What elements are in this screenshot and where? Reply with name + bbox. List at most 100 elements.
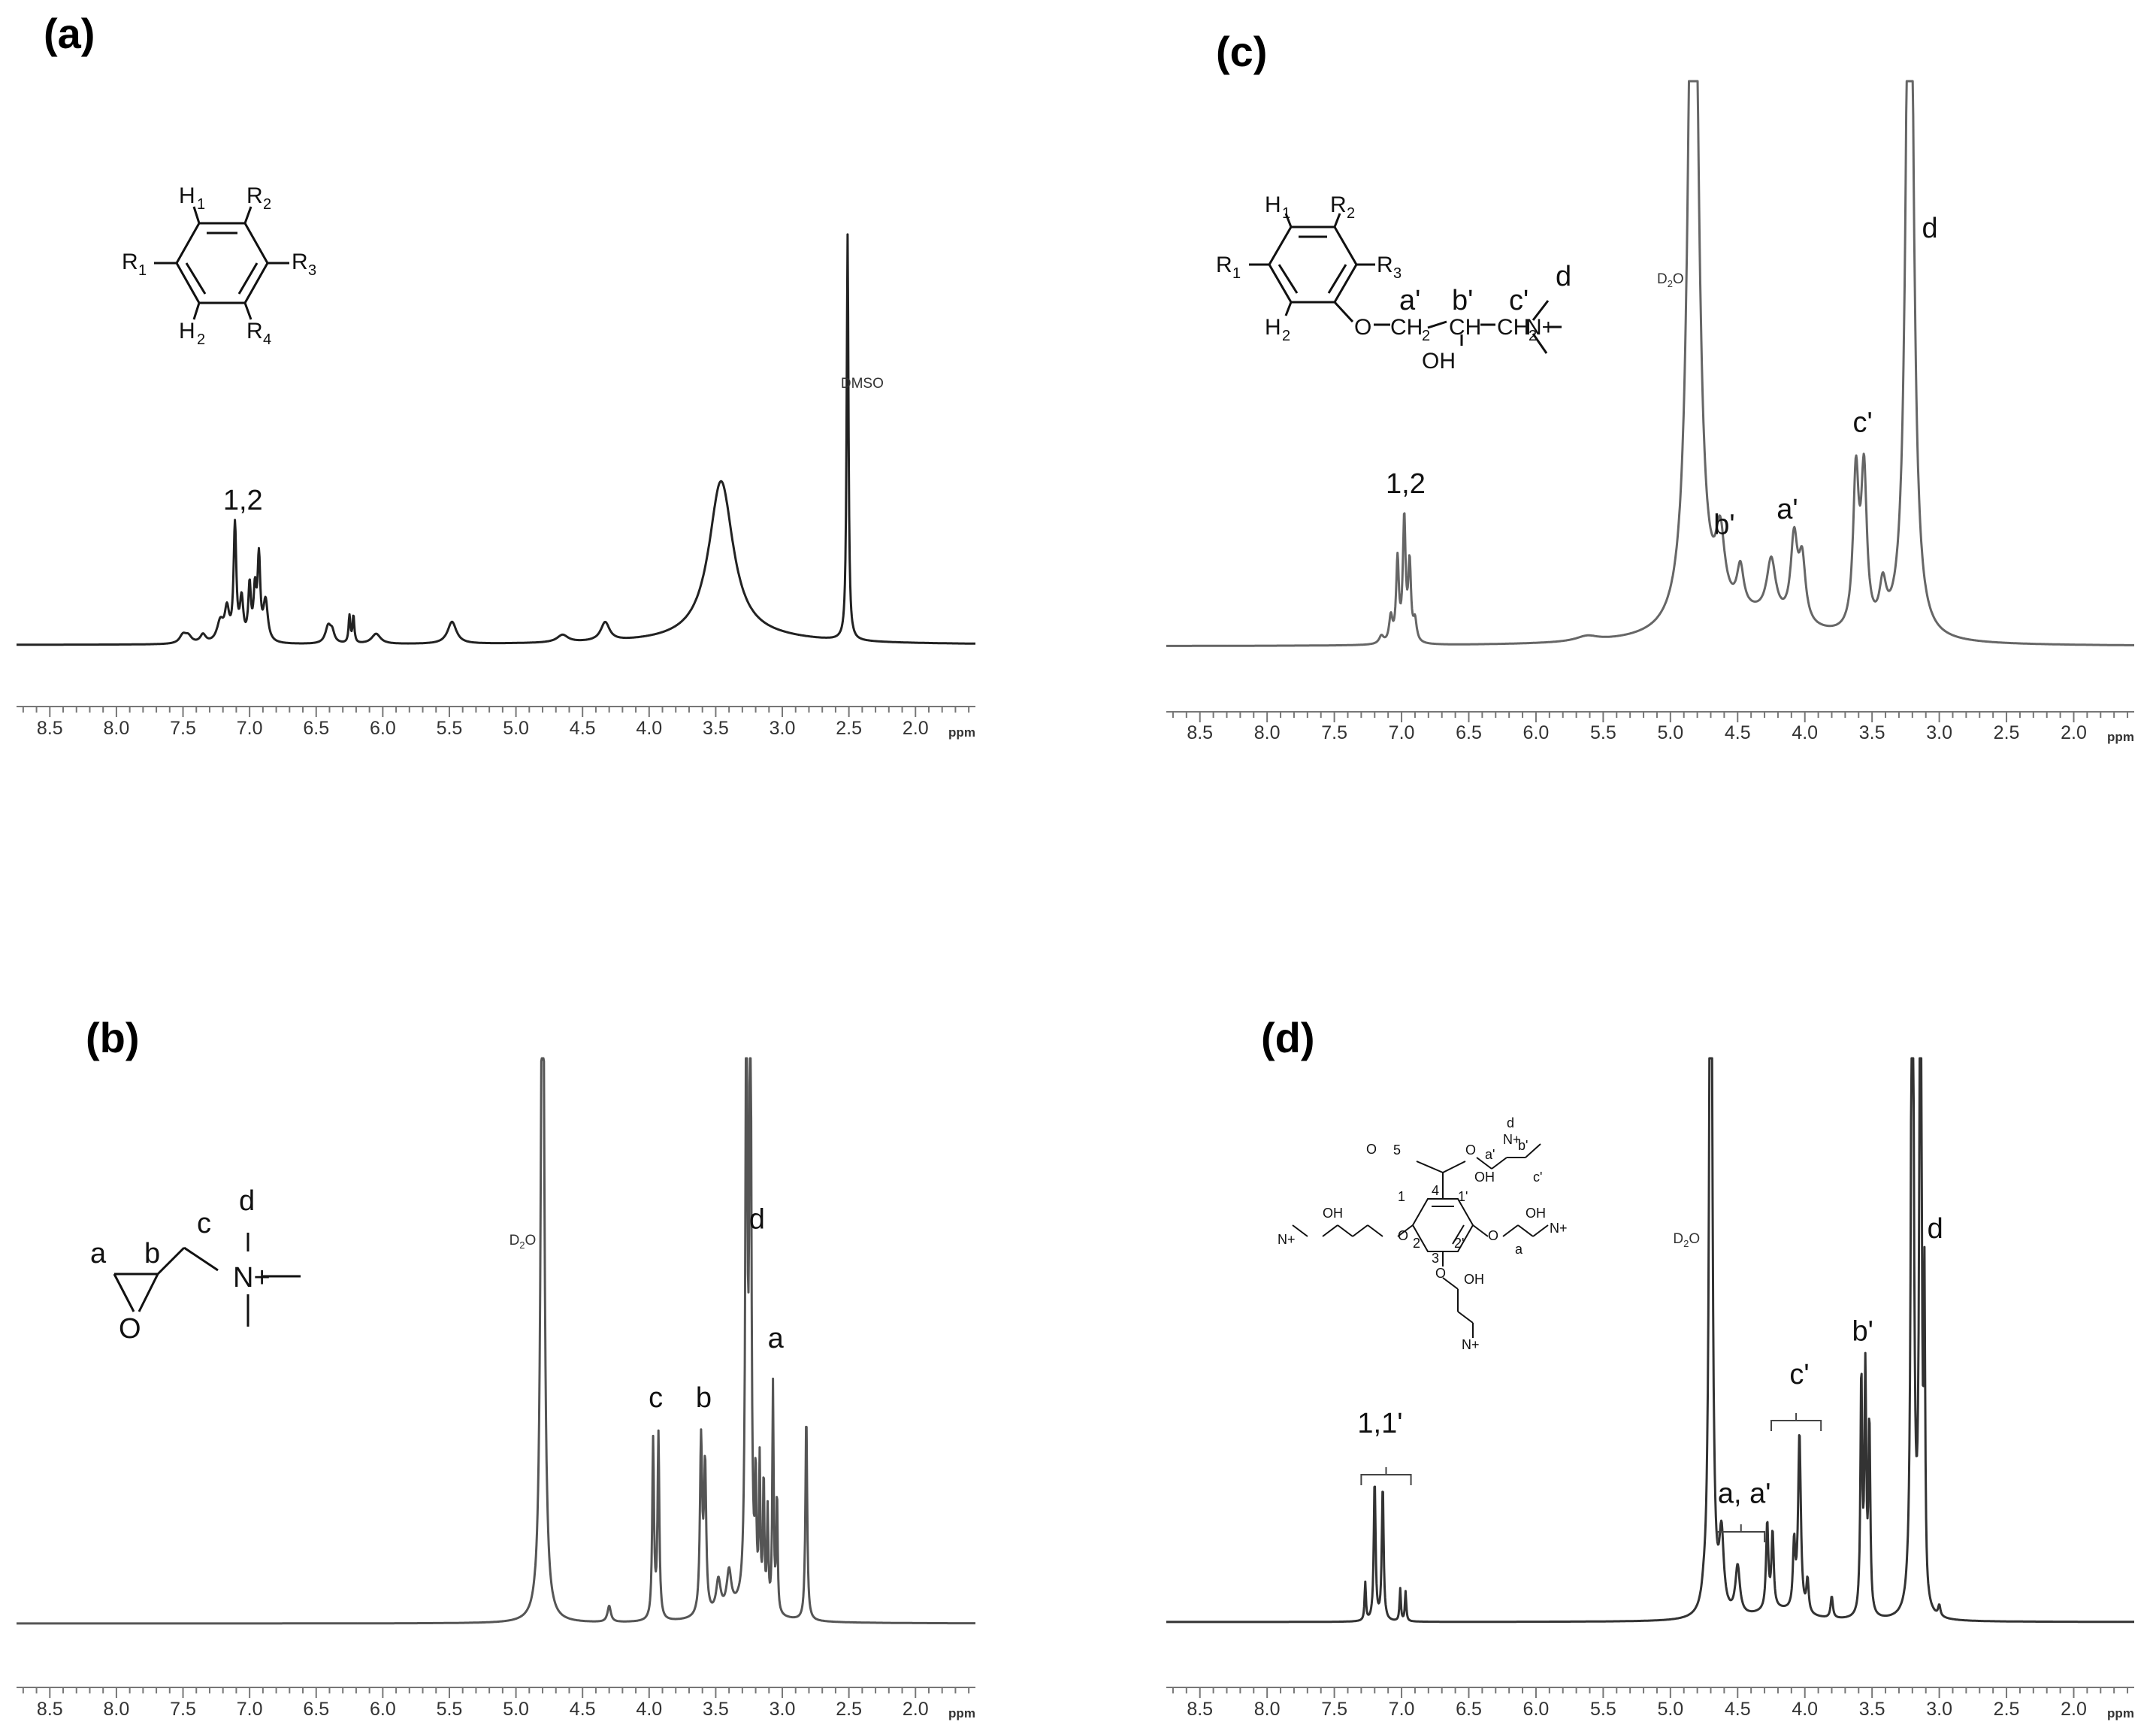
struct-d-d: d xyxy=(1507,1115,1514,1130)
structure-a: H 1 R 2 R 1 R 3 H 2 R 4 xyxy=(122,183,316,348)
structure-b: a b c d O N+ xyxy=(90,1185,301,1345)
spectrum-line xyxy=(1166,80,2135,647)
structure-c: H 1 R 2 R 1 R 3 H 2 O CH 2 CH CH 2 N+ OH… xyxy=(1216,192,1571,374)
struct-a-r3: R xyxy=(292,250,308,274)
spectrum-c: 8.5 8.0 7.5 7.0 6.5 6.0 5.5 5.0 4.5 4.0 3.5 3.0 2.5 2… xyxy=(1166,80,2135,744)
peak-label: a' xyxy=(1777,494,1798,525)
peak-label: d xyxy=(749,1203,765,1235)
axis-unit: ppm xyxy=(2107,1706,2134,1720)
struct-c-r3-sub: 3 xyxy=(1393,265,1402,282)
struct-a-r2: R xyxy=(246,183,263,208)
group-bracket xyxy=(1770,1413,1822,1431)
tick-label: 2.5 xyxy=(836,718,862,739)
tick-label: 7.0 xyxy=(1389,1699,1415,1720)
tick-label: 5.5 xyxy=(1590,1699,1616,1720)
panel-b: (b) 8.5 8.0 7.5 7.0 6.5 6.0 5.5 5.0 4.5 4.0 3.5 3.0… xyxy=(16,1014,976,1720)
tick-label: 7.5 xyxy=(1321,722,1347,743)
tick-label: 5.0 xyxy=(1657,1699,1683,1720)
panel-a-label: (a) xyxy=(44,10,95,57)
tick-label: 3.0 xyxy=(1926,1699,1952,1720)
struct-d-n5: 5 xyxy=(1393,1142,1401,1158)
tick-label: 4.5 xyxy=(570,1699,596,1720)
tick-label: 5.0 xyxy=(503,718,529,739)
tick-label: 6.5 xyxy=(303,1699,329,1720)
tick-label: 8.0 xyxy=(104,1699,130,1720)
struct-b-n: N+ xyxy=(233,1262,271,1294)
panel-b-label: (b) xyxy=(86,1014,140,1061)
panel-c-label: (c) xyxy=(1216,28,1267,75)
structure-d: O 5 O a' b' c' d N+ OH 4 1 1' 2 2' 3 O O… xyxy=(1278,1115,1568,1352)
peak-label: c' xyxy=(1789,1359,1809,1391)
peak-label: c xyxy=(649,1382,663,1414)
tick-label: 2.5 xyxy=(1994,1699,2020,1720)
spectrum-line xyxy=(16,233,976,646)
struct-c-r1-sub: 1 xyxy=(1232,265,1241,282)
struct-b-b: b xyxy=(144,1238,160,1270)
struct-a-r4-sub: 4 xyxy=(263,331,271,348)
tick-label: 7.5 xyxy=(170,1699,196,1720)
peak-label: b xyxy=(696,1382,712,1414)
struct-d-n-left: N+ xyxy=(1278,1232,1296,1247)
struct-d-oh-top: OH xyxy=(1474,1170,1495,1185)
peak-label: 1,2 xyxy=(223,485,263,516)
panel-c: (c) 8.5 8.0 7.5 7.0 6.5 6.0 5.5 5.0 4.5 4.0 3.5 3.0… xyxy=(1166,28,2135,744)
struct-d-oh-left: OH xyxy=(1323,1206,1343,1221)
panel-d-label: (d) xyxy=(1261,1014,1315,1061)
struct-c-o: O xyxy=(1354,315,1371,340)
struct-d-n2p: 2' xyxy=(1454,1236,1464,1251)
peak-label: 1,1' xyxy=(1357,1408,1402,1439)
struct-c-oh: OH xyxy=(1422,349,1456,374)
struct-c-c: c' xyxy=(1509,285,1529,316)
struct-d-n-top: N+ xyxy=(1503,1132,1521,1147)
struct-b-o: O xyxy=(119,1313,141,1345)
tick-label: 4.0 xyxy=(636,718,662,739)
tick-label: 3.5 xyxy=(703,718,729,739)
group-bracket xyxy=(1360,1467,1412,1485)
tick-label: 8.5 xyxy=(1187,722,1213,743)
struct-d-o-left: O xyxy=(1398,1228,1408,1243)
tick-label: 8.5 xyxy=(1187,1699,1213,1720)
struct-c-a: a' xyxy=(1399,285,1420,316)
tick-label: 6.5 xyxy=(1456,1699,1482,1720)
struct-c-d: d xyxy=(1556,261,1571,292)
struct-c-ch2-2-sub: 2 xyxy=(1529,328,1537,344)
struct-a-h1-sub: 1 xyxy=(197,196,205,213)
peak-label: 1,2 xyxy=(1386,468,1426,500)
struct-a-r4: R xyxy=(246,319,263,343)
struct-d-o-bottom: O xyxy=(1435,1266,1446,1281)
struct-d-n1: 1 xyxy=(1398,1189,1405,1204)
tick-label: 8.5 xyxy=(37,1699,63,1720)
struct-b-c: c xyxy=(197,1208,211,1239)
spectrum-b: 8.5 8.0 7.5 7.0 6.5 6.0 5.5 5.0 4.5 4.0 3.5 3.0 2.5 2… xyxy=(16,1057,976,1720)
peak-label: D2O xyxy=(1657,271,1684,289)
struct-a-h2: H xyxy=(179,319,195,343)
tick-label: 5.0 xyxy=(1657,722,1683,743)
struct-a-r1-sub: 1 xyxy=(138,262,147,279)
tick-label: 3.0 xyxy=(1926,722,1952,743)
struct-d-oh-bottom: OH xyxy=(1464,1272,1484,1287)
tick-label: 2.5 xyxy=(836,1699,862,1720)
struct-b-d: d xyxy=(239,1185,255,1217)
spectrum-a: 8.5 8.0 7.5 7.0 6.5 6.0 5.5 5.0 4.5 4.0 3.5 3.0 2.5 2… xyxy=(16,233,976,740)
peak-label: a, a' xyxy=(1718,1478,1771,1510)
struct-d-b: b' xyxy=(1518,1138,1528,1153)
group-bracket xyxy=(1716,1524,1766,1542)
struct-c-ch2-1: CH xyxy=(1390,315,1423,340)
tick-label: 5.5 xyxy=(1590,722,1616,743)
struct-d-c: c' xyxy=(1533,1170,1542,1185)
struct-c-r1: R xyxy=(1216,253,1232,277)
tick-label: 7.5 xyxy=(1321,1699,1347,1720)
tick-label: 6.5 xyxy=(303,718,329,739)
axis-unit: ppm xyxy=(2107,730,2134,744)
tick-label: 7.0 xyxy=(237,718,263,739)
tick-label: 2.0 xyxy=(903,1699,929,1720)
tick-label: 5.0 xyxy=(503,1699,529,1720)
tick-label: 4.0 xyxy=(1792,722,1818,743)
spectrum-line xyxy=(1166,1057,2135,1624)
struct-a-r3-sub: 3 xyxy=(308,262,316,279)
struct-a-h2-sub: 2 xyxy=(197,331,205,348)
tick-label: 2.0 xyxy=(2061,722,2087,743)
tick-label: 3.5 xyxy=(1859,1699,1885,1720)
peak-label: a xyxy=(768,1323,785,1354)
tick-label: 6.0 xyxy=(370,718,396,739)
